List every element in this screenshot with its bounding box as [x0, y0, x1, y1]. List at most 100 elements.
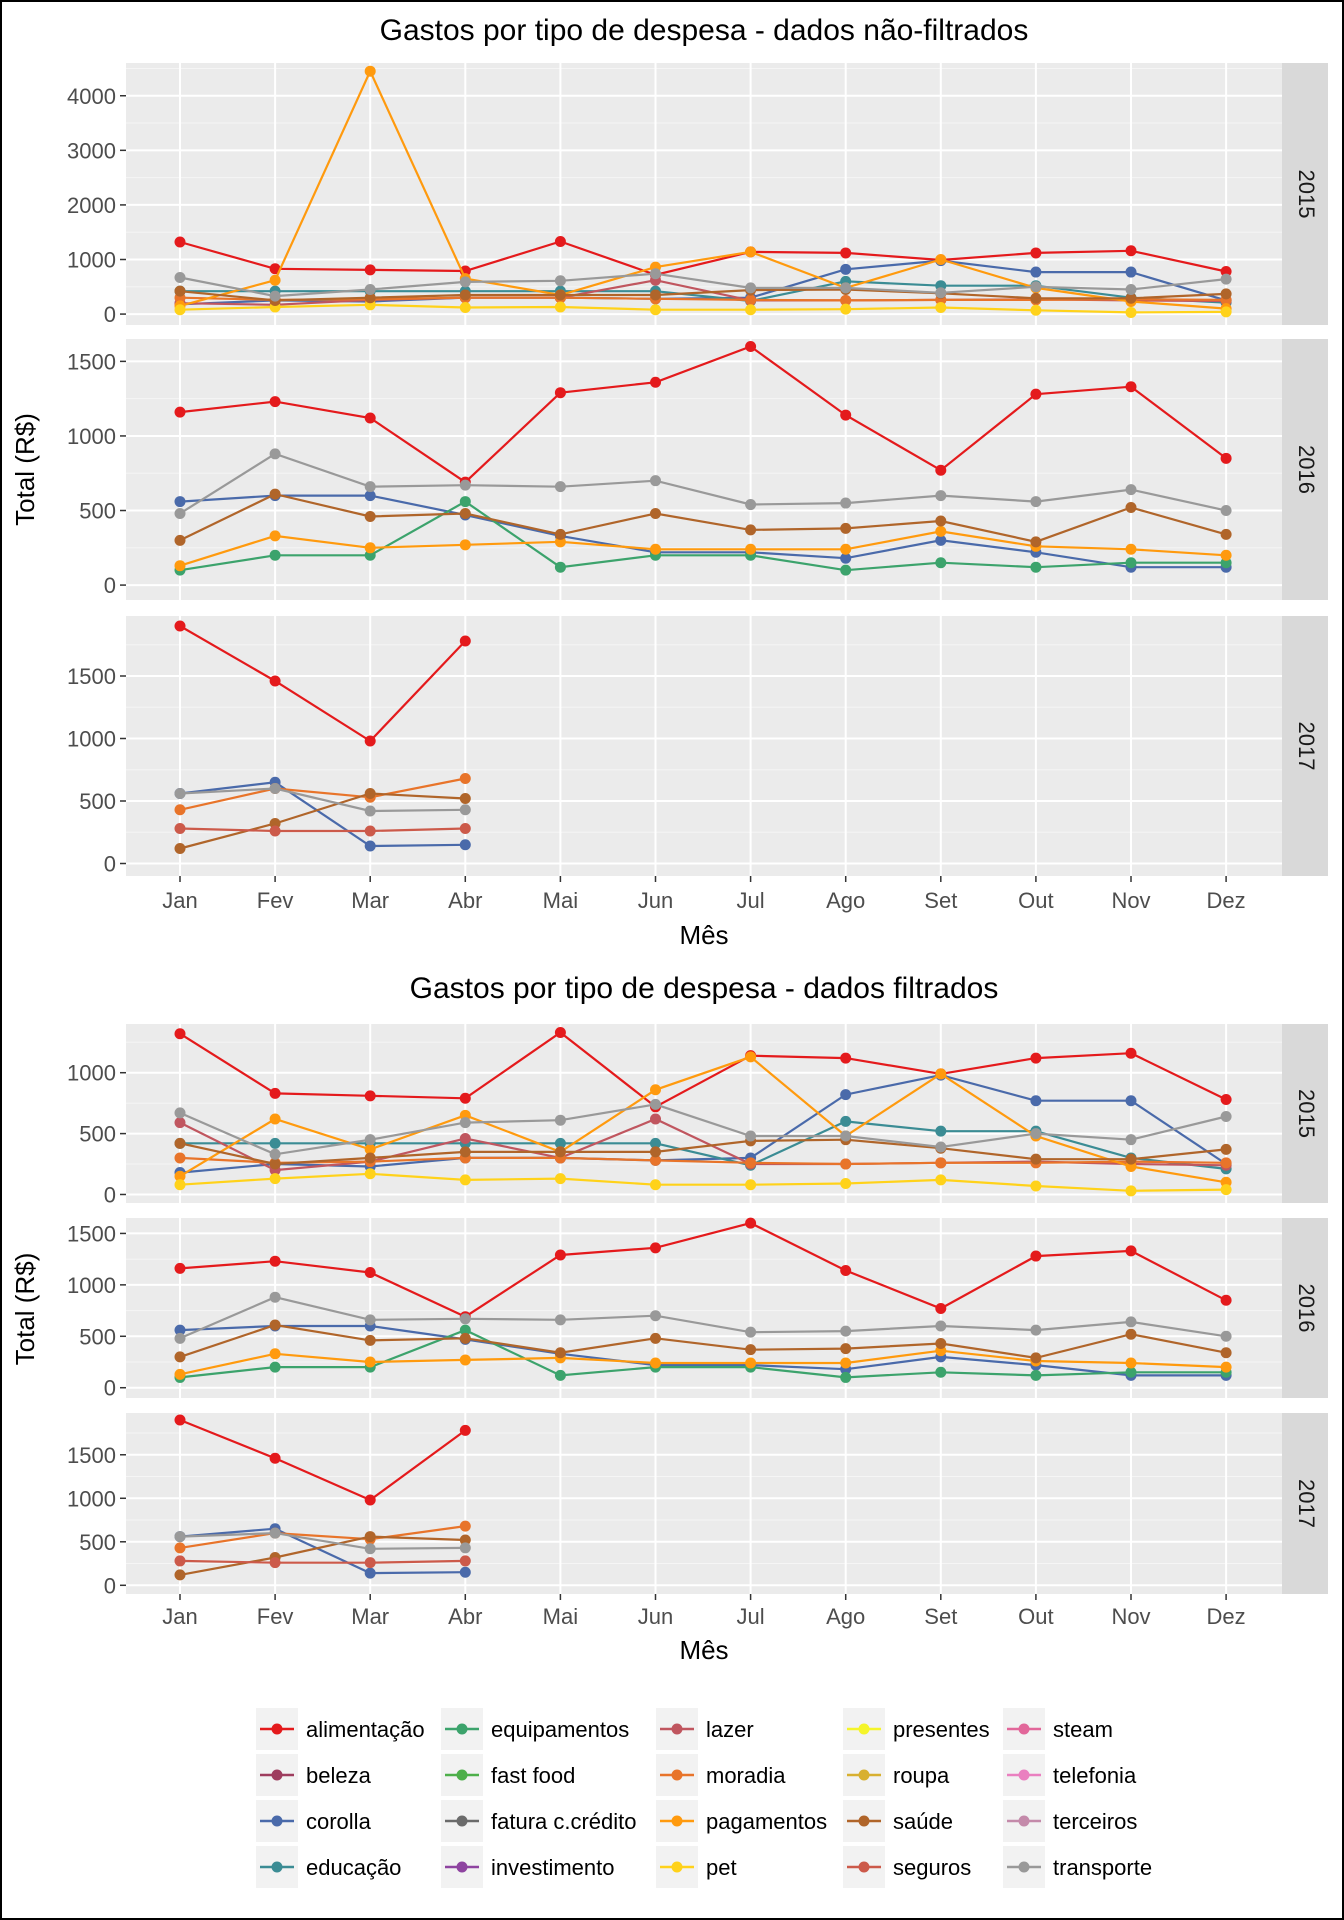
data-point — [364, 542, 376, 554]
y-tick-label: 3000 — [67, 138, 116, 163]
data-point — [1030, 266, 1042, 278]
data-point — [1220, 1361, 1232, 1373]
series-line — [179, 530, 1227, 567]
data-point — [1030, 292, 1042, 304]
data-point — [174, 1137, 186, 1149]
data-point — [1125, 284, 1137, 296]
data-point — [1125, 1153, 1137, 1165]
legend-item: lazer — [656, 1708, 754, 1750]
data-point — [554, 1173, 566, 1185]
facet-strip — [1282, 1218, 1328, 1398]
data-point — [1125, 245, 1137, 257]
x-axis-label: Mês — [679, 920, 728, 950]
data-point — [459, 1542, 471, 1554]
data-point — [840, 1158, 852, 1170]
series-alimentação — [174, 620, 471, 747]
data-point — [269, 1527, 281, 1539]
data-point — [935, 464, 947, 476]
data-point — [935, 534, 947, 546]
legend-item: fast food — [441, 1754, 575, 1796]
data-point — [364, 510, 376, 522]
legend-item: steam — [1003, 1708, 1113, 1750]
data-point — [459, 539, 471, 551]
data-point — [554, 387, 566, 399]
data-point — [174, 1179, 186, 1191]
legend-label: alimentação — [306, 1717, 425, 1742]
data-point — [174, 1542, 186, 1554]
data-point — [650, 376, 661, 388]
data-point — [459, 1332, 471, 1344]
data-point — [554, 528, 566, 540]
series-transporte — [174, 1527, 471, 1555]
x-tick-label: Nov — [1111, 1604, 1150, 1629]
data-point — [1125, 266, 1137, 278]
y-tick-label: 500 — [79, 1530, 116, 1555]
legend-label: corolla — [306, 1809, 372, 1834]
series-line — [179, 500, 1227, 572]
legend-key-point — [271, 1723, 283, 1735]
data-point — [269, 1319, 281, 1331]
data-point — [1030, 1180, 1042, 1192]
series-line — [179, 303, 1227, 314]
data-point — [554, 1114, 566, 1126]
legend-key-point — [456, 1861, 468, 1873]
data-point — [364, 1557, 376, 1569]
data-point — [650, 1242, 661, 1254]
series-line — [179, 288, 1227, 302]
series-line — [179, 1324, 1227, 1377]
data-point — [1125, 1366, 1137, 1378]
x-tick-label: Out — [1018, 1604, 1053, 1629]
data-point — [269, 1148, 281, 1160]
y-tick-label: 1000 — [67, 248, 116, 273]
legend-label: pagamentos — [706, 1809, 827, 1834]
x-tick-label: Mar — [351, 1604, 389, 1629]
data-point — [1125, 1357, 1137, 1369]
data-point — [459, 302, 471, 314]
data-point — [269, 675, 281, 687]
data-point — [554, 1146, 566, 1158]
legend-key-point — [858, 1723, 870, 1735]
data-point — [840, 497, 852, 509]
legend-key-point — [456, 1723, 468, 1735]
y-tick-label: 1000 — [67, 1486, 116, 1511]
data-point — [364, 825, 376, 837]
legend-label: equipamentos — [491, 1717, 629, 1742]
data-point — [745, 543, 757, 555]
series-saúde — [174, 488, 1232, 548]
data-point — [840, 522, 852, 534]
series-transporte — [174, 1291, 1232, 1344]
data-point — [554, 1249, 566, 1261]
series-line — [179, 827, 466, 833]
data-point — [174, 285, 186, 297]
facet-strip — [1282, 1413, 1328, 1594]
data-point — [745, 1326, 757, 1338]
series-seguros — [174, 823, 471, 837]
y-tick-label: 1000 — [67, 727, 116, 752]
series-line — [179, 1156, 1227, 1166]
data-point — [1125, 306, 1137, 318]
data-point — [1125, 292, 1137, 304]
data-point — [745, 294, 757, 306]
data-point — [459, 804, 471, 816]
data-point — [364, 1494, 376, 1506]
legend-label: transporte — [1053, 1855, 1152, 1880]
series-line — [179, 1138, 1227, 1166]
x-tick-label: Jun — [638, 888, 673, 913]
legend-item: presentes — [843, 1708, 990, 1750]
data-point — [650, 1084, 661, 1096]
legend-label: educação — [306, 1855, 401, 1880]
legend-item: transporte — [1003, 1846, 1152, 1888]
data-point — [364, 1152, 376, 1164]
data-point — [745, 1130, 757, 1142]
y-tick-label: 500 — [79, 789, 116, 814]
facet-strip-label: 2017 — [1294, 722, 1319, 771]
series-line — [179, 1073, 1227, 1174]
data-point — [174, 1569, 186, 1581]
y-tick-label: 0 — [104, 1376, 116, 1401]
legend-key-point — [1018, 1815, 1030, 1827]
data-point — [650, 1113, 661, 1125]
data-point — [745, 282, 757, 294]
legend-item: moradia — [656, 1754, 786, 1796]
facet-strip-label: 2015 — [1294, 1089, 1319, 1138]
